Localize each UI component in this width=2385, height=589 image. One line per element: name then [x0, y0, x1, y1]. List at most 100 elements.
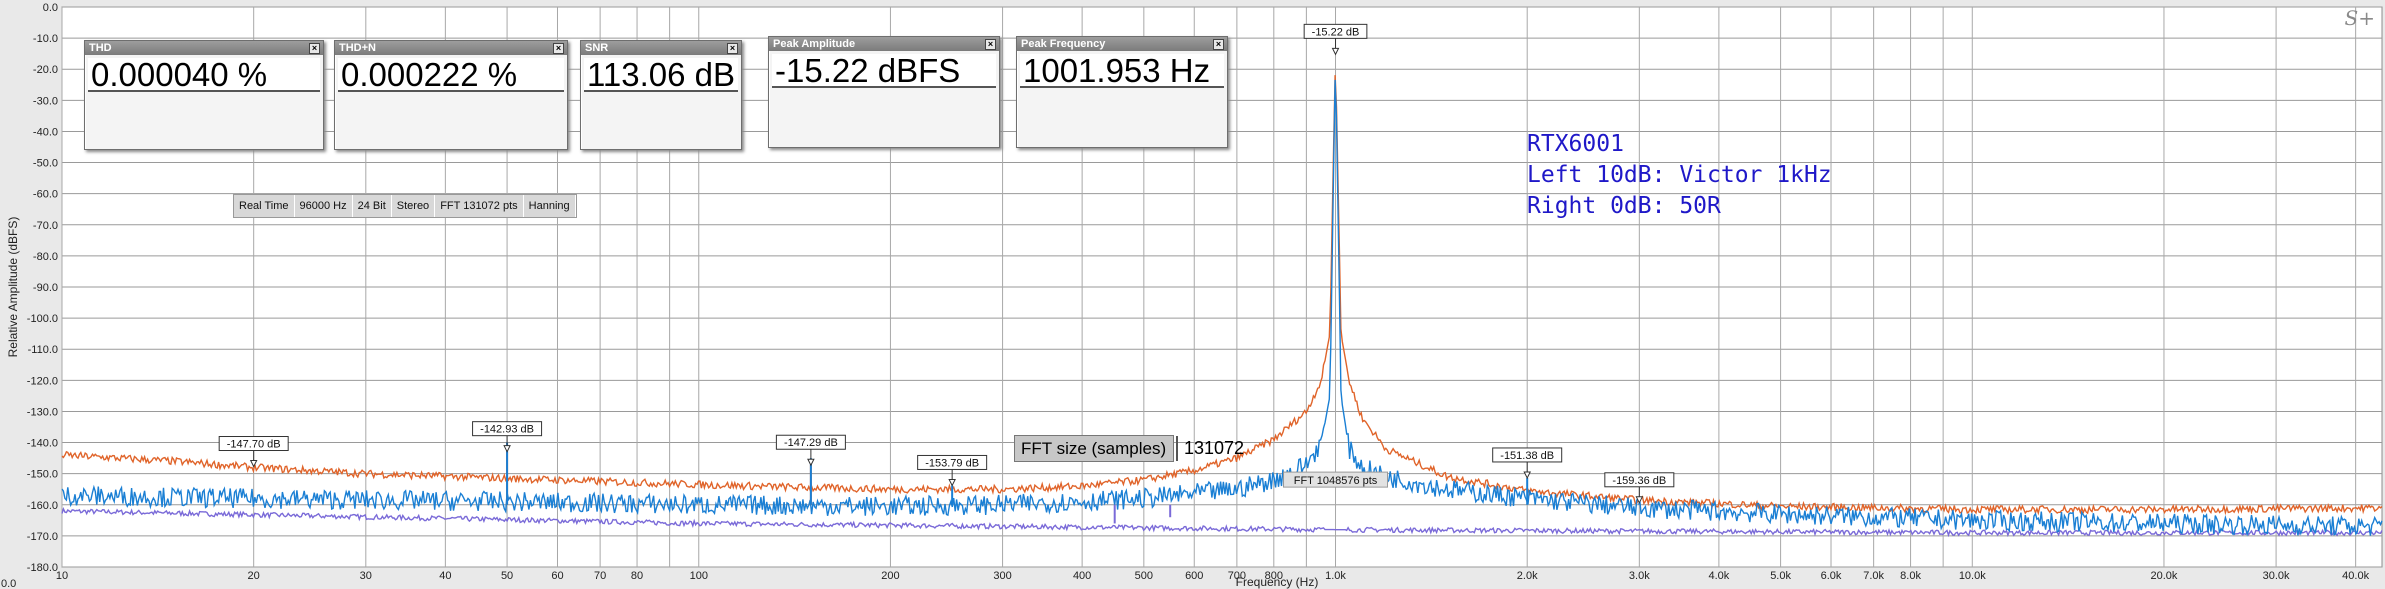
status-item: FFT 131072 pts	[435, 195, 524, 217]
marker-label: -15.22 dB	[1312, 26, 1360, 38]
x-tick-label: 60	[551, 570, 563, 582]
y-tick-label: -20.0	[33, 64, 58, 76]
x-tick-label: 7.0k	[1863, 570, 1884, 582]
x-tick-label: 600	[1185, 570, 1203, 582]
peak-marker[interactable]: -151.38 dB	[1492, 447, 1563, 480]
series-group	[61, 75, 2383, 538]
y-tick-label: -50.0	[33, 158, 58, 170]
fft-pts-label: FFT 1048576 pts	[1294, 475, 1378, 487]
x-tick-label: 8.0k	[1900, 570, 1921, 582]
meter-0[interactable]: THD × 0.000040 %	[84, 40, 324, 150]
x-tick-label: 200	[881, 570, 899, 582]
marker-label: -142.93 dB	[480, 424, 534, 436]
corner-label: 0.0	[1, 578, 16, 589]
y-tick-label: -160.0	[27, 500, 58, 512]
peak-marker[interactable]: -147.70 dB	[218, 436, 289, 468]
y-tick-label: -120.0	[27, 375, 58, 387]
status-item: Real Time	[234, 195, 295, 217]
close-icon[interactable]: ×	[727, 43, 738, 54]
meter-value: 113.06 dB	[584, 58, 738, 92]
annotation-text: RTX6001 Left 10dB: Victor 1kHz Right 0dB…	[1527, 129, 1832, 222]
y-tick-label: -90.0	[33, 282, 58, 294]
y-tick-label: -10.0	[33, 33, 58, 45]
meter-title: THD ×	[85, 41, 323, 55]
meter-title: Peak Frequency ×	[1017, 37, 1227, 51]
marker-arrow	[1635, 496, 1644, 504]
meter-1[interactable]: THD+N × 0.000222 %	[334, 40, 568, 150]
x-tick-label: 70	[594, 570, 606, 582]
y-axis-label: Relative Amplitude (dBFS)	[6, 217, 20, 358]
logo: S+	[2344, 6, 2375, 30]
status-item: 96000 Hz	[295, 195, 353, 217]
peak-marker[interactable]: -159.36 dB	[1604, 472, 1675, 504]
marker-label: -147.29 dB	[784, 437, 838, 449]
marker-arrow	[1331, 47, 1340, 56]
x-tick-label: 30.0k	[2263, 570, 2290, 582]
x-tick-label: 3.0k	[1629, 570, 1650, 582]
y-tick-label: -180.0	[27, 562, 58, 574]
marker-arrow	[948, 478, 956, 487]
status-item: Hanning	[524, 195, 576, 217]
x-tick-label: 20	[248, 570, 260, 582]
x-tick-label: 20.0k	[2150, 570, 2177, 582]
y-tick-label: -110.0	[28, 344, 58, 356]
y-tick-label: -60.0	[33, 189, 58, 201]
x-tick-label: 400	[1073, 570, 1091, 582]
meter-title: Peak Amplitude ×	[769, 37, 999, 51]
peak-marker[interactable]: -142.93 dB	[472, 421, 543, 453]
meter-2[interactable]: SNR × 113.06 dB	[580, 40, 742, 150]
meter-4[interactable]: Peak Frequency × 1001.953 Hz	[1016, 36, 1228, 148]
x-tick-label: 300	[993, 570, 1011, 582]
x-tick-label: 500	[1135, 570, 1153, 582]
x-tick-label: 50	[501, 570, 513, 582]
peak-marker[interactable]: -147.29 dB	[775, 434, 846, 467]
fft-size-control[interactable]: FFT size (samples) 131072	[1014, 435, 1244, 462]
fft-size-value[interactable]: 131072	[1176, 436, 1244, 461]
x-tick-label: 1.0k	[1325, 570, 1346, 582]
grid	[61, 6, 2382, 568]
x-tick-label: 800	[1265, 570, 1283, 582]
series-line-2	[61, 506, 2383, 538]
series-line-0	[61, 75, 2383, 516]
y-tick-label: -150.0	[27, 469, 58, 481]
annotation-line-3: Right 0dB: 50R	[1527, 193, 1721, 219]
meter-value: 0.000040 %	[88, 58, 320, 92]
annotation-line-1: RTX6001	[1527, 131, 1624, 157]
x-tick-label: 6.0k	[1821, 570, 1842, 582]
peak-marker[interactable]: -15.22 dB	[1303, 23, 1368, 56]
marker-arrow	[1523, 471, 1532, 480]
x-tick-label: 100	[690, 570, 708, 582]
marker-label: -151.38 dB	[1500, 450, 1554, 462]
close-icon[interactable]: ×	[1213, 39, 1224, 50]
marker-label: -159.36 dB	[1612, 475, 1666, 487]
x-tick-label: 80	[631, 570, 643, 582]
close-icon[interactable]: ×	[309, 43, 320, 54]
x-tick-label: 30	[360, 570, 372, 582]
marker-arrow	[503, 445, 511, 453]
x-tick-label: 10	[56, 570, 68, 582]
meter-3[interactable]: Peak Amplitude × -15.22 dBFS	[768, 36, 1000, 148]
axes-group: 0.0 -10.0 -20.0 -30.0 -40.0 -50.0 -60.0 -70.0 -8…	[27, 2, 2370, 582]
y-tick-label: -70.0	[33, 220, 58, 232]
x-tick-label: 4.0k	[1708, 570, 1729, 582]
y-tick-label: -140.0	[27, 438, 58, 450]
marker-arrow	[249, 460, 258, 468]
meter-title: SNR ×	[581, 41, 741, 55]
x-tick-label: 2.0k	[1517, 570, 1538, 582]
fft-pts-tag: FFT 1048576 pts	[1283, 471, 1389, 488]
close-icon[interactable]: ×	[553, 43, 564, 54]
meter-value: 0.000222 %	[338, 58, 564, 92]
peak-marker[interactable]: -153.79 dB	[917, 454, 988, 487]
x-tick-label: 5.0k	[1770, 570, 1791, 582]
marker-arrow	[807, 458, 815, 467]
y-tick-label: -170.0	[27, 531, 58, 543]
markers-group: -147.70 dB -142.93 dB -147.29 dB -153.79 dB…	[218, 23, 1675, 504]
meter-value: -15.22 dBFS	[772, 54, 996, 88]
x-axis-label: Frequency (Hz)	[1236, 575, 1319, 589]
status-item: 24 Bit	[353, 195, 392, 217]
x-tick-label: 40.0k	[2342, 570, 2369, 582]
y-tick-label: -80.0	[33, 251, 58, 263]
y-tick-label: -30.0	[33, 95, 58, 107]
close-icon[interactable]: ×	[985, 39, 996, 50]
series-line-1	[61, 79, 2383, 537]
